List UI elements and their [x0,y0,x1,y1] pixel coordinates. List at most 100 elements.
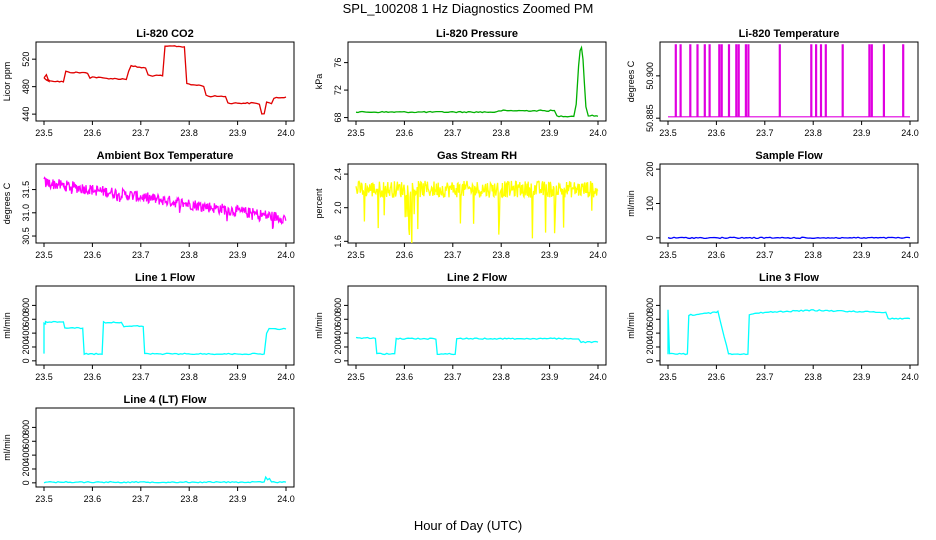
figure-title: SPL_100208 1 Hz Diagnostics Zoomed PM [342,1,594,16]
y-tick-label: 440 [21,107,31,122]
x-tick-label: 23.7 [132,128,150,138]
y-tick-label: 0 [645,235,655,240]
series-line-li-820-temperature [668,44,910,118]
y-axis-label: Licor ppm [2,62,12,102]
x-tick-label: 23.9 [229,494,247,504]
y-tick-label: 600 [645,312,655,327]
x-tick-label: 23.5 [659,128,677,138]
x-tick-label: 23.9 [229,250,247,260]
x-tick-label: 23.8 [804,372,822,382]
y-tick-label: 800 [645,298,655,313]
x-tick-label: 23.6 [84,494,102,504]
y-axis-label: ml/min [2,312,12,339]
y-tick-label: 400 [333,326,343,341]
x-tick-label: 23.8 [180,128,198,138]
y-axis-label: degrees C [2,182,12,224]
x-tick-label: 23.8 [492,128,510,138]
y-tick-label: 480 [21,79,31,94]
y-tick-label: 400 [21,326,31,341]
plot-frame [35,285,295,366]
y-tick-label: 0 [21,358,31,363]
y-axis-label: ml/min [626,312,636,339]
y-tick-label: 200 [645,162,655,177]
x-tick-label: 23.9 [541,372,559,382]
y-axis-label: percent [314,188,324,219]
y-tick-label: 76 [333,58,343,68]
y-tick-label: 600 [21,434,31,449]
y-tick-label: 200 [333,339,343,354]
y-tick-label: 800 [21,298,31,313]
panel-title: Gas Stream RH [437,150,517,162]
x-tick-label: 23.8 [804,128,822,138]
x-tick-label: 24.0 [901,372,919,382]
x-tick-label: 23.7 [756,372,774,382]
x-tick-label: 24.0 [901,250,919,260]
x-tick-label: 23.7 [132,372,150,382]
panel-li-820-pressure: Li-820 Pressure kPa 23.5 23.6 23.7 23.8 23.9 24… [314,28,607,138]
series-line-ambient-box-temperature [43,176,287,229]
x-tick-label: 23.6 [84,372,102,382]
plot-frame [35,407,295,488]
y-tick-label: 1.6 [333,235,343,248]
x-tick-label: 23.8 [180,372,198,382]
y-tick-label: 600 [333,312,343,327]
plot-frame [347,285,607,366]
x-tick-label: 23.9 [229,372,247,382]
x-tick-label: 23.6 [708,372,726,382]
x-tick-label: 23.5 [659,250,677,260]
x-tick-label: 23.9 [229,128,247,138]
x-tick-label: 23.5 [659,372,677,382]
x-tick-label: 23.9 [853,250,871,260]
x-tick-label: 23.6 [84,250,102,260]
series-line-line-1-flow [43,320,287,356]
y-tick-label: 0 [333,358,343,363]
x-tick-label: 23.8 [180,250,198,260]
panel-title: Ambient Box Temperature [97,150,234,162]
x-tick-label: 23.7 [444,250,462,260]
panel-title: Li-820 CO2 [136,28,193,40]
plot-frame [659,285,919,366]
panel-line-1-flow: Line 1 Flow ml/min 23.5 23.6 23.7 23.8 23.9 24.… [2,272,295,382]
series-line-line-3-flow [667,309,911,356]
x-tick-label: 23.7 [444,372,462,382]
x-tick-label: 23.6 [396,128,414,138]
y-axis-label: ml/min [626,190,636,217]
x-tick-label: 23.5 [347,250,365,260]
y-tick-label: 520 [21,52,31,67]
plot-frame [35,163,295,244]
panel-title: Li-820 Pressure [436,28,518,40]
y-tick-label: 800 [333,298,343,313]
x-tick-label: 24.0 [589,128,607,138]
y-tick-label: 50.885 [645,104,655,132]
x-tick-label: 23.8 [492,372,510,382]
panel-ambient-box-temperature: Ambient Box Temperature degrees C 23.5 23.6… [2,150,295,260]
y-tick-label: 72 [333,85,343,95]
x-tick-label: 23.6 [396,250,414,260]
series-line-li-820-co2 [43,45,287,115]
x-tick-label: 23.9 [541,128,559,138]
y-tick-label: 100 [645,196,655,211]
y-axis-label: degrees C [626,60,636,102]
x-tick-label: 23.6 [396,372,414,382]
y-tick-label: 31.0 [21,204,31,222]
panel-li-820-co2: Li-820 CO2 Licor ppm 23.5 23.6 23.7 23.8 23.9 2… [2,28,295,138]
x-tick-label: 23.5 [35,128,53,138]
plot-frame [35,41,295,122]
x-tick-label: 23.7 [444,128,462,138]
y-tick-label: 200 [21,339,31,354]
y-tick-label: 50.900 [645,62,655,90]
plot-frame [347,163,607,244]
x-tick-label: 23.5 [347,128,365,138]
x-tick-label: 24.0 [589,250,607,260]
x-tick-label: 23.7 [756,128,774,138]
panel-title: Line 1 Flow [135,272,195,284]
plot-frame [659,163,919,244]
series-line-sample-flow [667,236,911,240]
y-tick-label: 800 [21,420,31,435]
x-tick-label: 24.0 [901,128,919,138]
panel-gas-stream-rh: Gas Stream RH percent 23.5 23.6 23.7 23.8 23.9… [314,150,607,260]
x-tick-label: 24.0 [277,372,295,382]
panel-title: Line 4 (LT) Flow [124,394,207,406]
x-tick-label: 23.5 [35,250,53,260]
